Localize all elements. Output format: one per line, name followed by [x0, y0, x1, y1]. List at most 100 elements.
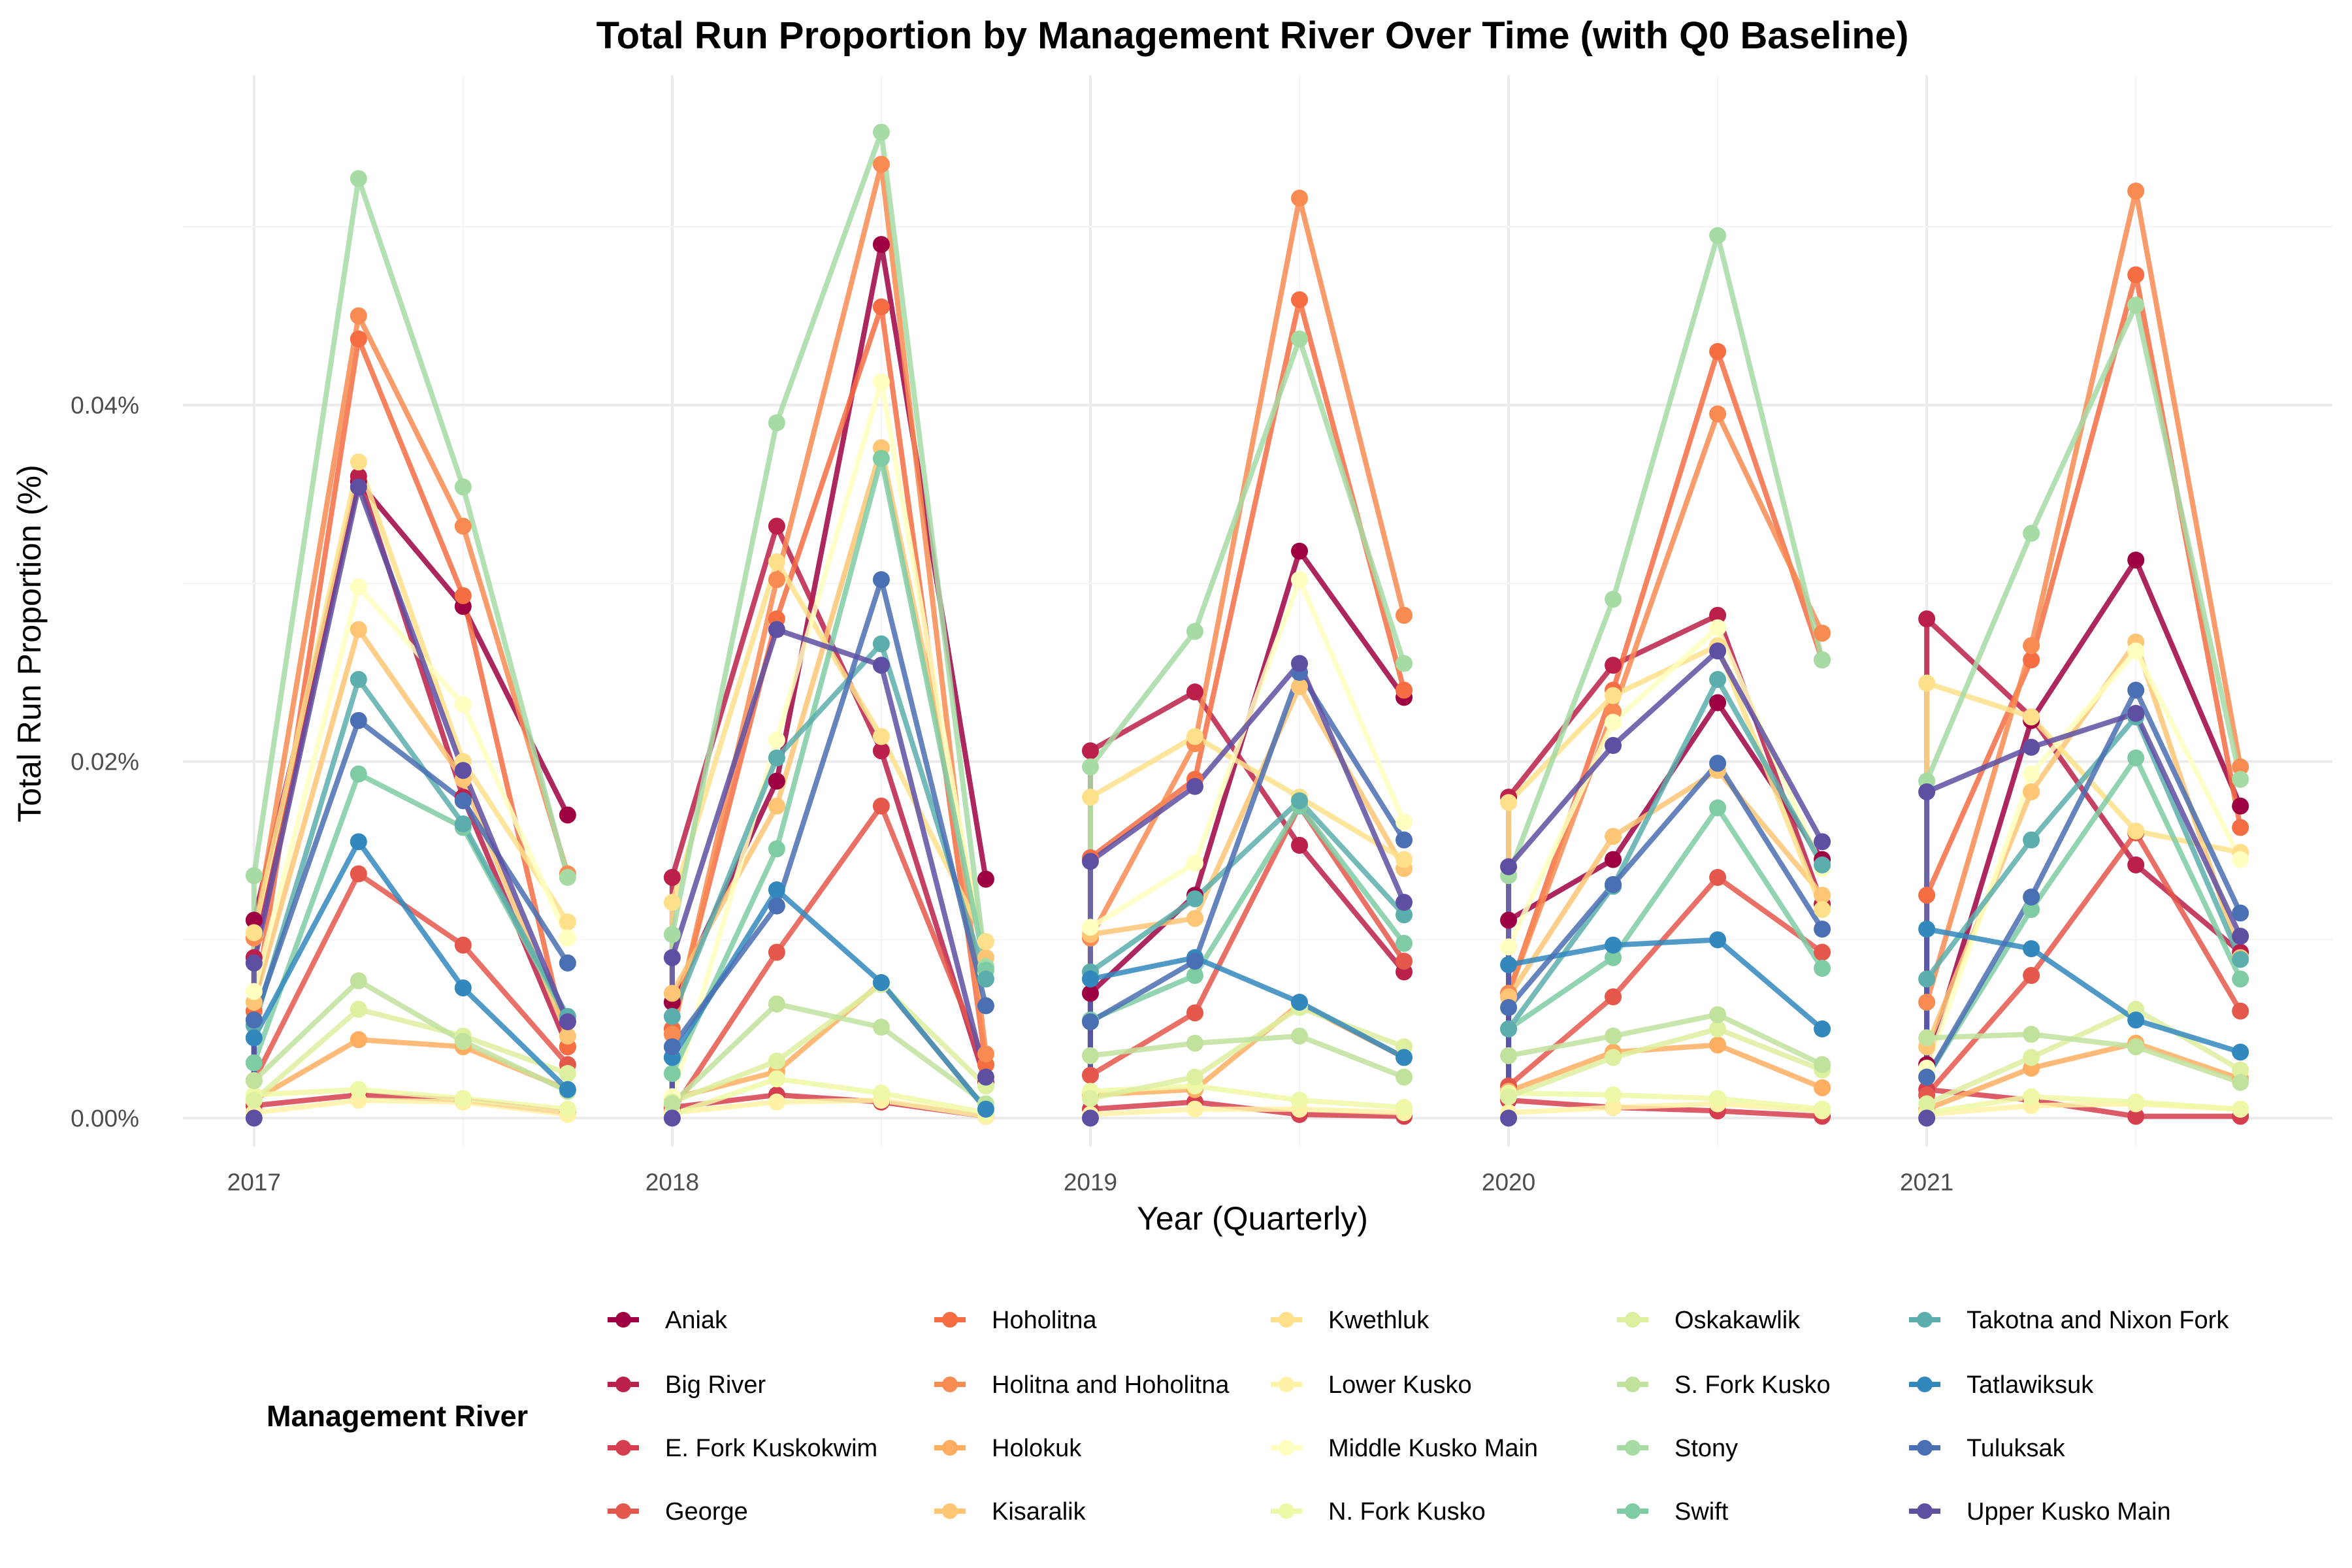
- data-point-middle-kusko-main: [1186, 855, 1203, 872]
- data-point-holitna-and-hoholitna: [1709, 405, 1727, 423]
- legend-key-point: [615, 1440, 631, 1456]
- legend-key-point: [1917, 1312, 1933, 1328]
- data-point-upper-kusko-main: [977, 1068, 994, 1086]
- legend-label: Upper Kusko Main: [1967, 1498, 2171, 1526]
- data-point-n-fork-kusko: [768, 1070, 785, 1088]
- data-point-upper-kusko-main: [1918, 783, 1936, 800]
- legend-key-point: [1279, 1377, 1294, 1392]
- data-point-middle-kusko-main: [350, 578, 367, 596]
- data-point-george: [768, 943, 785, 961]
- data-point-kwethluk: [350, 453, 367, 471]
- data-point-stony: [1186, 623, 1203, 640]
- data-point-big-river: [1291, 836, 1309, 854]
- legend-label: Middle Kusko Main: [1328, 1435, 1538, 1462]
- legend-label: Hoholitna: [992, 1307, 1097, 1334]
- data-point-kwethluk: [872, 728, 890, 745]
- data-point-takotna-and-nixon-fork: [1396, 906, 1413, 924]
- data-point-hoholitna: [2127, 266, 2145, 284]
- data-point-upper-kusko-main: [1605, 737, 1622, 755]
- y-tick-label: 0.04%: [71, 392, 139, 419]
- data-point-tuluksak: [1081, 1013, 1099, 1030]
- data-point-takotna-and-nixon-fork: [454, 815, 472, 833]
- data-point-n-fork-kusko: [872, 1085, 890, 1102]
- legend-label: Takotna and Nixon Fork: [1967, 1307, 2229, 1334]
- legend-item-lower-kusko: Lower Kusko: [1271, 1371, 1472, 1399]
- legend-key-point: [1625, 1377, 1641, 1392]
- legend-key-point: [1279, 1503, 1294, 1519]
- data-point-oskakawlik: [1186, 1068, 1203, 1086]
- data-point-tuluksak: [2023, 888, 2040, 906]
- legend-item-kwethluk: Kwethluk: [1271, 1307, 1429, 1334]
- legend-key-point: [615, 1503, 631, 1519]
- data-point-kisaralik: [350, 621, 367, 638]
- data-point-swift: [1186, 967, 1203, 985]
- legend-item-e-fork-kuskokwim: E. Fork Kuskokwim: [608, 1435, 877, 1462]
- data-point-holitna-and-hoholitna: [663, 1026, 681, 1043]
- legend-label: N. Fork Kusko: [1328, 1498, 1486, 1526]
- data-point-tatlawiksuk: [1081, 970, 1099, 988]
- legend-title: Management River: [267, 1399, 528, 1433]
- data-point-holitna-and-hoholitna: [1291, 189, 1309, 207]
- legend-item-george: George: [608, 1498, 748, 1526]
- data-point-kwethluk: [1081, 789, 1099, 806]
- legend-item-holokuk: Holokuk: [934, 1435, 1082, 1462]
- data-point-kwethluk: [2023, 708, 2040, 726]
- data-point-s-fork-kusko: [2023, 1026, 2040, 1043]
- data-point-aniak: [1291, 542, 1309, 560]
- data-point-stony: [559, 868, 576, 886]
- series-lines: [251, 129, 2244, 1119]
- x-tick-label: 2017: [227, 1169, 281, 1196]
- data-point-kisaralik: [768, 797, 785, 815]
- data-point-n-fork-kusko: [350, 1081, 367, 1098]
- q0-baseline-point: [1918, 1109, 1936, 1127]
- data-point-n-fork-kusko: [1396, 1098, 1413, 1116]
- data-point-big-river: [663, 868, 681, 886]
- legend-item-oskakawlik: Oskakawlik: [1617, 1307, 1801, 1334]
- legend-item-upper-kusko-main: Upper Kusko Main: [1909, 1498, 2171, 1526]
- data-point-middle-kusko-main: [768, 731, 785, 749]
- data-point-stony: [1396, 655, 1413, 672]
- data-point-tatlawiksuk: [2127, 1011, 2145, 1029]
- legend-item-aniak: Aniak: [608, 1307, 728, 1334]
- data-point-kisaralik: [1605, 828, 1622, 845]
- legend-label: Kwethluk: [1328, 1307, 1429, 1334]
- data-point-swift: [872, 449, 890, 467]
- data-point-middle-kusko-main: [559, 929, 576, 947]
- x-tick-label: 2018: [645, 1169, 699, 1196]
- data-point-n-fork-kusko: [1291, 1092, 1309, 1109]
- data-point-middle-kusko-main: [2127, 642, 2145, 660]
- data-point-takotna-and-nixon-fork: [977, 970, 994, 988]
- data-point-s-fork-kusko: [1814, 1056, 1831, 1073]
- data-point-kwethluk: [663, 894, 681, 911]
- data-point-oskakawlik: [1500, 1088, 1518, 1105]
- data-point-stony: [872, 123, 890, 141]
- data-point-hoholitna: [1918, 887, 1936, 904]
- data-point-lower-kusko: [1186, 1100, 1203, 1118]
- data-point-holitna-and-hoholitna: [350, 307, 367, 325]
- data-point-tatlawiksuk: [768, 881, 785, 899]
- data-point-aniak: [559, 806, 576, 824]
- data-point-aniak: [245, 911, 263, 929]
- data-point-n-fork-kusko: [2232, 1100, 2249, 1118]
- legend-item-n-fork-kusko: N. Fork Kusko: [1271, 1498, 1486, 1526]
- data-point-takotna-and-nixon-fork: [1186, 890, 1203, 907]
- legend-item-tuluksak: Tuluksak: [1909, 1435, 2066, 1462]
- data-point-s-fork-kusko: [2127, 1038, 2145, 1056]
- data-point-takotna-and-nixon-fork: [768, 749, 785, 767]
- data-point-upper-kusko-main: [768, 621, 785, 638]
- legend-item-takotna-and-nixon-fork: Takotna and Nixon Fork: [1909, 1307, 2229, 1334]
- data-point-kisaralik: [1186, 909, 1203, 927]
- data-point-kisaralik: [1814, 887, 1831, 904]
- data-point-stony: [245, 867, 263, 885]
- data-point-aniak: [1081, 985, 1099, 1002]
- x-tick-label: 2019: [1064, 1169, 1117, 1196]
- data-point-oskakawlik: [768, 1053, 785, 1070]
- data-point-upper-kusko-main: [454, 762, 472, 779]
- data-point-takotna-and-nixon-fork: [1709, 671, 1727, 689]
- data-point-upper-kusko-main: [1186, 777, 1203, 795]
- legend-label: S. Fork Kusko: [1674, 1371, 1831, 1399]
- data-point-hoholitna: [2232, 819, 2249, 836]
- data-point-big-river: [768, 517, 785, 535]
- legend-key-point: [1917, 1503, 1933, 1519]
- data-point-s-fork-kusko: [1605, 1027, 1622, 1045]
